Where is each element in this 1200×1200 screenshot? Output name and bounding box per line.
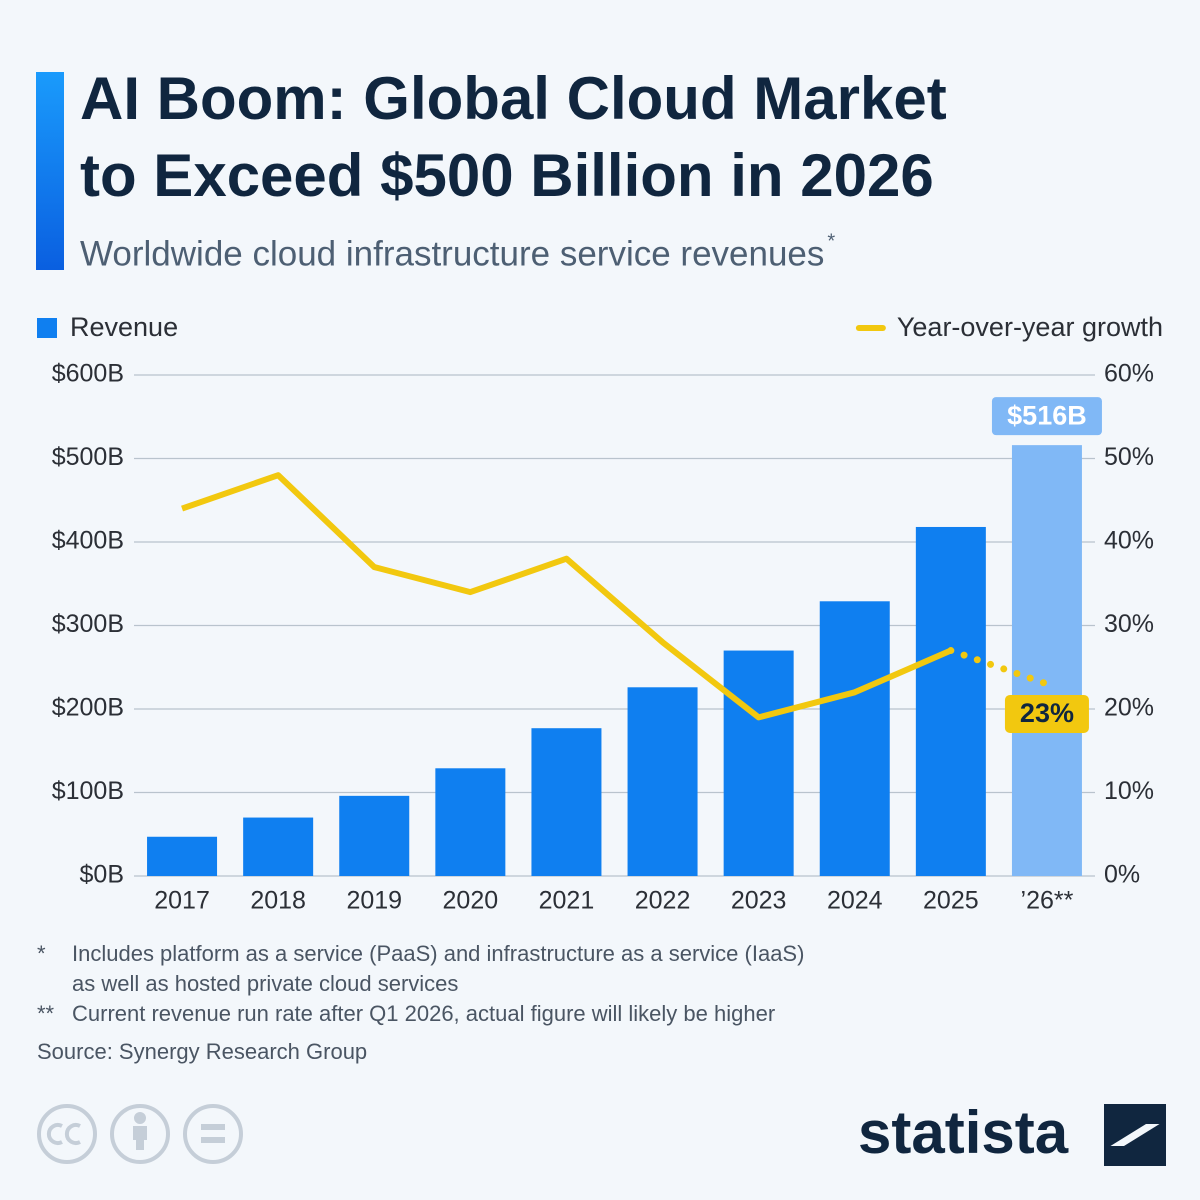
- y2-tick-label: 20%: [1104, 694, 1154, 722]
- value-label-box: [1004, 694, 1089, 733]
- x-tick-label: 2017: [154, 887, 210, 915]
- bar: [147, 836, 218, 876]
- bar: [915, 526, 986, 876]
- y2-tick-label: 30%: [1104, 610, 1154, 638]
- subtitle-mark: *: [827, 230, 835, 252]
- footnote-mark: *: [37, 941, 46, 966]
- x-tick-label: 2021: [539, 887, 595, 915]
- legend-swatch: [37, 318, 57, 338]
- y2-tick-label: 10%: [1104, 777, 1154, 805]
- bar: [339, 795, 410, 876]
- x-tick-label: ’26**: [1021, 887, 1074, 915]
- license-icons: [37, 1104, 243, 1164]
- y2-tick-label: 0%: [1104, 861, 1140, 889]
- x-tick-label: 2022: [635, 887, 691, 915]
- footnote-mark: **: [37, 1001, 55, 1026]
- footnote: as well as hosted private cloud services: [72, 971, 458, 996]
- x-tick-label: 2025: [923, 887, 979, 915]
- x-tick-label: 2024: [827, 887, 883, 915]
- bar: [723, 650, 794, 876]
- value-label: 23%: [1020, 698, 1074, 728]
- accent-bar: [36, 72, 64, 270]
- x-tick-label: 2023: [731, 887, 787, 915]
- bar: [243, 817, 314, 876]
- y-tick-label: $500B: [52, 443, 124, 471]
- bar: [1011, 445, 1082, 876]
- x-tick-label: 2018: [250, 887, 306, 915]
- value-label-box: [991, 397, 1102, 436]
- x-tick-label: 2020: [443, 887, 499, 915]
- bar: [819, 601, 890, 876]
- y2-tick-label: 50%: [1104, 443, 1154, 471]
- legend-label: Revenue: [70, 312, 178, 342]
- value-label: $516B: [1007, 400, 1087, 430]
- y-tick-label: $300B: [52, 610, 124, 638]
- footnote: Current revenue run rate after Q1 2026, …: [72, 1001, 775, 1026]
- source: Source: Synergy Research Group: [37, 1039, 367, 1064]
- footnote: Includes platform as a service (PaaS) an…: [72, 941, 804, 966]
- y-tick-label: $100B: [52, 777, 124, 805]
- y-tick-label: $200B: [52, 694, 124, 722]
- chart-title: to Exceed $500 Billion in 2026: [80, 142, 934, 209]
- bar: [435, 768, 506, 876]
- y2-tick-label: 60%: [1104, 360, 1154, 388]
- chart-subtitle: Worldwide cloud infrastructure service r…: [80, 234, 824, 273]
- legend-label: Year-over-year growth: [897, 312, 1163, 342]
- growth-line: [181, 472, 953, 721]
- growth-line-projected: [947, 647, 1051, 688]
- x-tick-label: 2019: [346, 887, 402, 915]
- brand-icon: [1104, 1104, 1166, 1166]
- bar: [531, 728, 602, 876]
- chart-title: AI Boom: Global Cloud Market: [80, 65, 947, 132]
- y-tick-label: $0B: [80, 861, 124, 889]
- y2-tick-label: 40%: [1104, 527, 1154, 555]
- y-tick-label: $600B: [52, 360, 124, 388]
- brand: statista: [858, 1099, 1069, 1166]
- bar: [627, 687, 698, 876]
- y-tick-label: $400B: [52, 527, 124, 555]
